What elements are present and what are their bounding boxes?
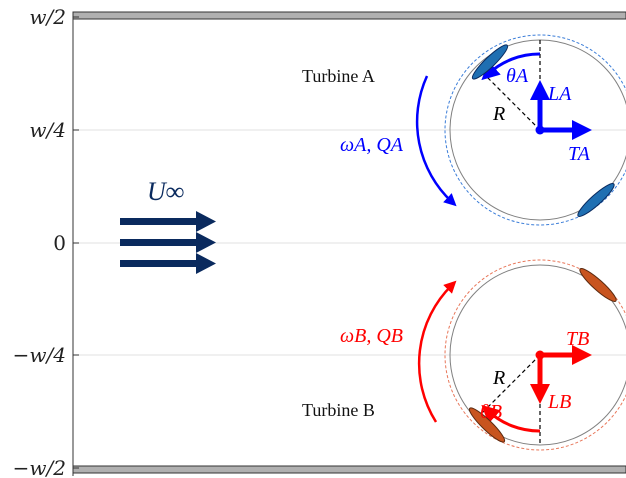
freestream-arrows	[120, 211, 216, 274]
tick-label-w4: w/4	[29, 118, 66, 142]
turbine-a-theta-label: θA	[506, 65, 529, 87]
turbine-b-swept-circle	[449, 264, 626, 446]
turbine-a-radius-line	[475, 65, 541, 131]
turbine-a-blade-upper	[471, 44, 509, 80]
turbine-b-dashed-circle	[444, 259, 626, 451]
bottom-wall	[72, 465, 626, 474]
turbine-b-rotation-label: ωB, QB	[340, 325, 403, 347]
turbine-a-label: Turbine A	[302, 66, 375, 86]
top-wall	[72, 11, 626, 20]
turbine-a-hub	[535, 125, 545, 135]
turbine-a-lift-label: LA	[547, 83, 572, 105]
turbine-a-rotation-arrow	[415, 75, 457, 207]
turbine-b-label: Turbine B	[302, 400, 375, 420]
turbine-a-blade-lower	[577, 183, 615, 217]
turbine-a-rotation-label: ωA, QA	[340, 134, 404, 156]
turbine-b-thrust-label: TB	[566, 328, 589, 350]
tick-label-neg-w4: −w/4	[13, 343, 66, 367]
turbine-b-lift-label: LB	[547, 391, 571, 413]
turbine-b-radius-line	[475, 354, 541, 420]
turbine-a-dashed-circle	[444, 34, 626, 226]
turbine-b-hub	[535, 350, 545, 360]
turbine-b-theta-arc	[481, 404, 541, 433]
turbine-a-thrust-label: TA	[568, 143, 591, 165]
turbine-a-radius-label: R	[492, 103, 505, 125]
tick-label-w2: w/2	[29, 5, 66, 29]
turbine-b-blade-upper	[579, 268, 617, 302]
turbine-a: Turbine A θA LA TA R ωA, QA	[302, 34, 626, 226]
turbine-b: Turbine B θB LB TB R ωB, QB	[302, 259, 626, 451]
freestream-label: U∞	[147, 177, 184, 206]
turbine-b-theta-label: θB	[480, 401, 502, 423]
turbine-b-radius-label: R	[492, 367, 505, 389]
turbine-a-theta-arc	[481, 52, 541, 81]
tick-label-0: 0	[53, 231, 66, 255]
turbine-b-rotation-arrow	[417, 280, 457, 423]
turbine-b-blade-lower	[468, 407, 506, 443]
tick-label-neg-w2: −w/2	[13, 456, 66, 478]
